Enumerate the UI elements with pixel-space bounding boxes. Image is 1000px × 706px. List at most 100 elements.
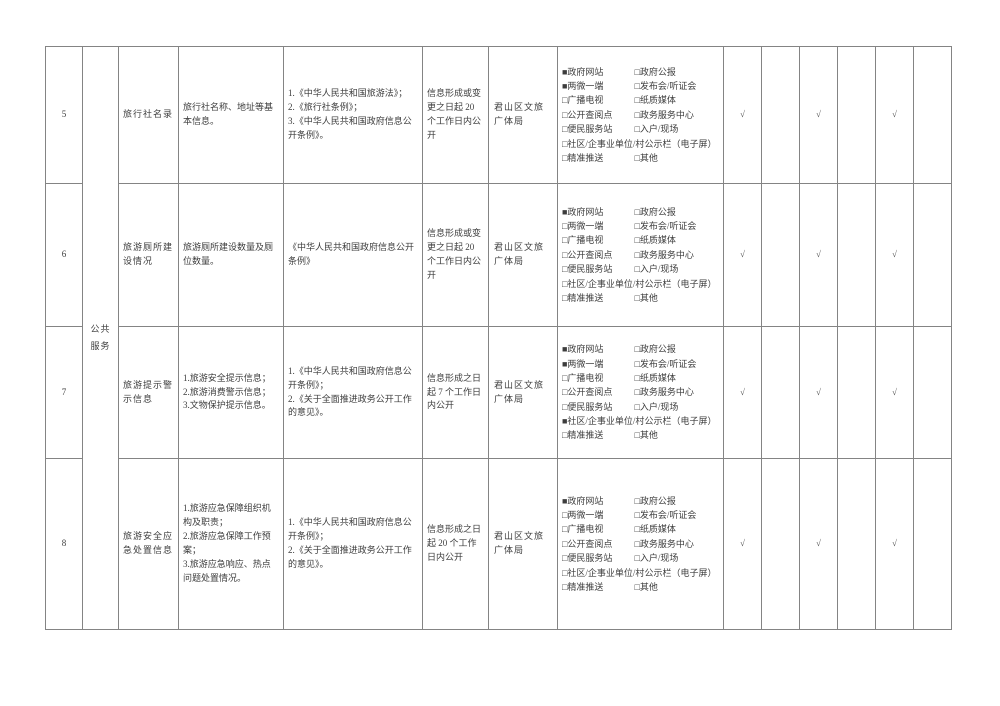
- checkbox-unchecked-channel: □公开查阅点: [562, 387, 613, 398]
- checkbox-unchecked-channel: □入户/现场: [634, 264, 679, 275]
- mark-cell: [837, 46, 876, 184]
- content-cell: 1.旅游安全提示信息； 2.旅游消费警示信息； 3.文物保护提示信息。: [178, 326, 284, 459]
- item-name-cell: 旅行社名录: [118, 46, 179, 184]
- checkbox-unchecked-channel: □政务服务中心: [634, 109, 694, 120]
- checkbox-unchecked-channel: □便民服务站: [562, 553, 613, 564]
- mark-cell: [837, 326, 876, 459]
- mark-cell: √: [799, 183, 838, 327]
- department-cell: 君山区文旅广体局: [488, 46, 558, 184]
- checkbox-checked-channel: ■社区/企事业单位/村公示栏（电子屏）: [562, 416, 717, 427]
- checkbox-checked-channel: ■两微一端: [562, 81, 604, 92]
- timing-cell: 信息形成之日起 20 个工作日内公开: [422, 458, 489, 630]
- content-cell: 1.旅游应急保障组织机构及职责； 2.旅游应急保障工作预案； 3.旅游应急响应、…: [178, 458, 284, 630]
- mark-cell: [913, 46, 952, 184]
- item-name-cell: 旅游厕所建设情况: [118, 183, 179, 327]
- mark-cell: √: [723, 458, 762, 630]
- checkbox-unchecked-channel: □政务服务中心: [634, 387, 694, 398]
- publish-channels: ■政府网站 □政府公报 ■两微一端 □发布会/听证会 □广播电视 □纸质媒体 □公开查阅点 □…: [562, 65, 723, 166]
- checkbox-unchecked-channel: □广播电视: [562, 95, 604, 106]
- item-name-cell: 旅游安全应急处置信息: [118, 458, 179, 630]
- table-row: 6 旅游厕所建设情况 旅游厕所建设数量及厕位数量。 《中华人民共和国政府信息公开…: [45, 183, 952, 327]
- mark-cell: √: [875, 458, 914, 630]
- mark-cell: √: [799, 326, 838, 459]
- category-cell: 公共服务: [82, 46, 119, 630]
- legal-basis-cell: 1.《中华人民共和国政府信息公开条例》； 2.《关于全面推进政务公开工作的意见》…: [283, 458, 423, 630]
- mark-cell: [837, 458, 876, 630]
- item-name-cell: 旅游提示警示信息: [118, 326, 179, 459]
- timing-cell: 信息形成或变更之日起 20 个工作日内公开: [422, 46, 489, 184]
- checkbox-unchecked-channel: □入户/现场: [634, 553, 679, 564]
- checkbox-unchecked-channel: □其他: [634, 152, 658, 163]
- checkbox-unchecked-channel: □政府公报: [634, 495, 676, 506]
- checkbox-unchecked-channel: □政府公报: [634, 344, 676, 355]
- checkbox-unchecked-channel: □政务服务中心: [634, 538, 694, 549]
- publish-channels: ■政府网站 □政府公报 □两微一端 □发布会/听证会 □广播电视 □纸质媒体 □公开查阅点 □…: [562, 494, 723, 595]
- legal-basis-cell: 1.《中华人民共和国旅游法》； 2.《旅行社条例》； 3.《中华人民共和国政府信…: [283, 46, 423, 184]
- mark-cell: √: [875, 183, 914, 327]
- table-row: 5 公共服务 旅行社名录 旅行社名称、地址等基本信息。 1.《中华人民共和国旅游…: [45, 46, 952, 630]
- publish-channels: ■政府网站 □政府公报 □两微一端 □发布会/听证会 □广播电视 □纸质媒体 □公开查阅点 □…: [562, 205, 723, 306]
- publish-channels: ■政府网站 □政府公报 ■两微一端 □发布会/听证会 □广播电视 □纸质媒体 □公开查阅点 □…: [562, 342, 723, 443]
- mark-cell: √: [723, 326, 762, 459]
- timing-cell: 信息形成之日起 7 个工作日内公开: [422, 326, 489, 459]
- checkbox-unchecked-channel: □精准推送: [562, 152, 604, 163]
- row-number-cell: 5: [45, 46, 83, 184]
- checkbox-unchecked-channel: □精准推送: [562, 292, 604, 303]
- row-number-cell: 6: [45, 183, 83, 327]
- checkbox-unchecked-channel: □社区/企事业单位/村公示栏（电子屏）: [562, 278, 717, 289]
- checkbox-unchecked-channel: □其他: [634, 430, 658, 441]
- mark-cell: √: [799, 46, 838, 184]
- checkbox-checked-channel: ■政府网站: [562, 66, 604, 77]
- checkbox-unchecked-channel: □发布会/听证会: [634, 81, 697, 92]
- channels-cell: ■政府网站 □政府公报 ■两微一端 □发布会/听证会 □广播电视 □纸质媒体 □公开查阅点 □…: [557, 46, 724, 184]
- checkbox-unchecked-channel: □广播电视: [562, 235, 604, 246]
- mark-cell: √: [875, 46, 914, 184]
- checkbox-unchecked-channel: □发布会/听证会: [634, 510, 697, 521]
- table-row: 8 旅游安全应急处置信息 1.旅游应急保障组织机构及职责； 2.旅游应急保障工作…: [45, 458, 952, 630]
- checkbox-unchecked-channel: □便民服务站: [562, 401, 613, 412]
- table-row: 7 旅游提示警示信息 1.旅游安全提示信息； 2.旅游消费警示信息； 3.文物保…: [45, 326, 952, 459]
- category-label: 公共服务: [90, 323, 111, 351]
- checkbox-unchecked-channel: □其他: [634, 581, 658, 592]
- row-number-cell: 8: [45, 458, 83, 630]
- timing-cell: 信息形成或变更之日起 20 个工作日内公开: [422, 183, 489, 327]
- checkbox-unchecked-channel: □便民服务站: [562, 124, 613, 135]
- checkbox-unchecked-channel: □入户/现场: [634, 124, 679, 135]
- checkbox-unchecked-channel: □两微一端: [562, 510, 604, 521]
- checkbox-unchecked-channel: □精准推送: [562, 430, 604, 441]
- mark-cell: [761, 46, 800, 184]
- mark-cell: √: [799, 458, 838, 630]
- row-number-cell: 7: [45, 326, 83, 459]
- mark-cell: [761, 183, 800, 327]
- checkbox-unchecked-channel: □政务服务中心: [634, 249, 694, 260]
- checkbox-unchecked-channel: □便民服务站: [562, 264, 613, 275]
- content-cell: 旅行社名称、地址等基本信息。: [178, 46, 284, 184]
- mark-cell: √: [723, 183, 762, 327]
- channels-cell: ■政府网站 □政府公报 □两微一端 □发布会/听证会 □广播电视 □纸质媒体 □公开查阅点 □…: [557, 458, 724, 630]
- checkbox-unchecked-channel: □政府公报: [634, 66, 676, 77]
- checkbox-unchecked-channel: □政府公报: [634, 206, 676, 217]
- checkbox-unchecked-channel: □其他: [634, 292, 658, 303]
- legal-basis-cell: 《中华人民共和国政府信息公开条例》: [283, 183, 423, 327]
- checkbox-unchecked-channel: □社区/企事业单位/村公示栏（电子屏）: [562, 567, 717, 578]
- checkbox-unchecked-channel: □发布会/听证会: [634, 221, 697, 232]
- checkbox-unchecked-channel: □纸质媒体: [634, 235, 676, 246]
- checkbox-checked-channel: ■政府网站: [562, 344, 604, 355]
- checkbox-unchecked-channel: □两微一端: [562, 221, 604, 232]
- checkbox-checked-channel: ■政府网站: [562, 206, 604, 217]
- checkbox-unchecked-channel: □纸质媒体: [634, 524, 676, 535]
- department-cell: 君山区文旅广体局: [488, 458, 558, 630]
- mark-cell: [913, 183, 952, 327]
- checkbox-unchecked-channel: □广播电视: [562, 372, 604, 383]
- mark-cell: √: [723, 46, 762, 184]
- mark-cell: [913, 458, 952, 630]
- department-cell: 君山区文旅广体局: [488, 326, 558, 459]
- checkbox-unchecked-channel: □公开查阅点: [562, 249, 613, 260]
- mark-cell: [837, 183, 876, 327]
- checkbox-checked-channel: ■两微一端: [562, 358, 604, 369]
- checkbox-unchecked-channel: □发布会/听证会: [634, 358, 697, 369]
- mark-cell: [761, 458, 800, 630]
- department-cell: 君山区文旅广体局: [488, 183, 558, 327]
- checkbox-unchecked-channel: □公开查阅点: [562, 109, 613, 120]
